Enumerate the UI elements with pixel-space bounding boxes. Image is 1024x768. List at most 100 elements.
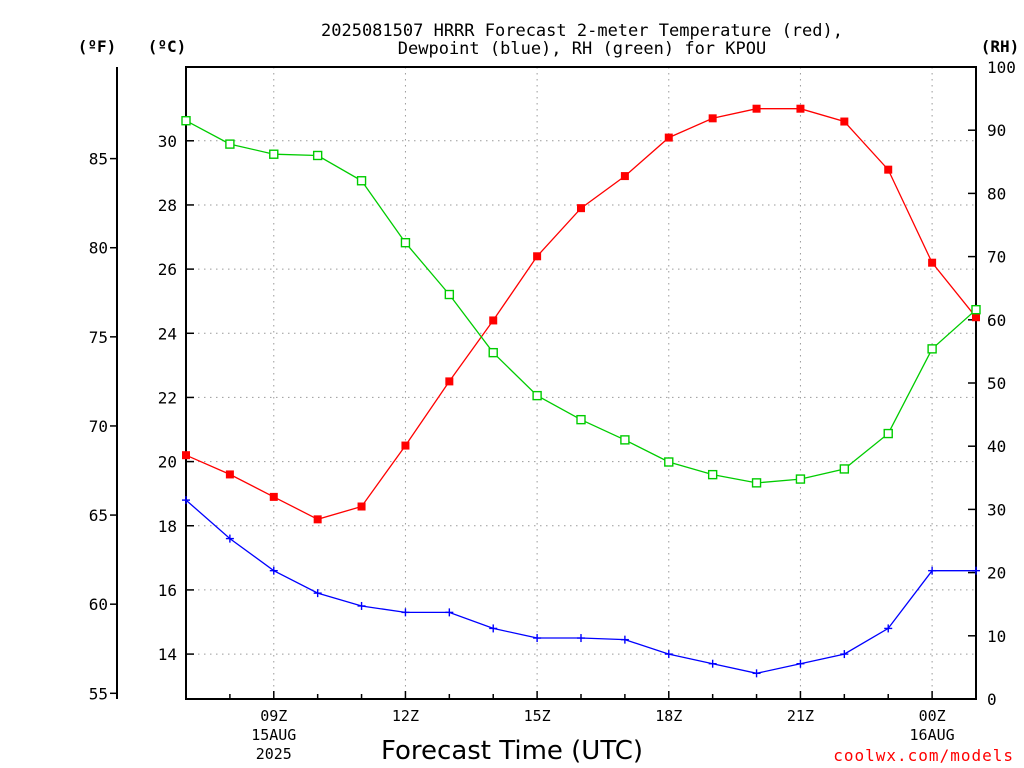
temperature-point bbox=[708, 114, 717, 123]
rh-point bbox=[225, 139, 235, 149]
plot-frame bbox=[185, 66, 977, 700]
series-layer bbox=[181, 104, 981, 678]
temperature-point bbox=[225, 470, 234, 479]
temperature-point bbox=[620, 172, 629, 181]
dewpoint-point bbox=[664, 650, 673, 659]
dewpoint-point bbox=[313, 589, 322, 598]
rh-point bbox=[795, 474, 806, 484]
rh-point bbox=[883, 428, 893, 439]
dewpoint-point bbox=[796, 659, 805, 668]
dewpoint-point bbox=[972, 566, 980, 575]
fahrenheit-axis-ticks: 55 60 65 70 75 80 85 bbox=[89, 150, 117, 703]
fahrenheit-tick-label: 75 bbox=[89, 328, 108, 347]
rh-point bbox=[971, 304, 981, 315]
rh-tick-label: 40 bbox=[987, 437, 1006, 456]
celsius-tick-label: 24 bbox=[158, 324, 177, 343]
temperature-point bbox=[357, 502, 366, 511]
rh-point bbox=[664, 457, 674, 467]
dewpoint-series bbox=[182, 496, 980, 678]
celsius-tick-label: 20 bbox=[158, 453, 177, 472]
fahrenheit-tick-label: 65 bbox=[89, 506, 108, 525]
rh-series bbox=[181, 116, 981, 488]
dewpoint-point bbox=[182, 496, 190, 505]
time-tick-label: 09Z bbox=[260, 707, 287, 725]
rh-tick-label: 10 bbox=[987, 627, 1006, 646]
rh-line bbox=[185, 120, 977, 484]
temperature-point bbox=[533, 252, 542, 261]
temperature-point bbox=[928, 258, 937, 267]
grid-lines bbox=[186, 67, 976, 699]
dewpoint-point bbox=[401, 608, 410, 617]
temperature-point bbox=[313, 515, 322, 524]
dewpoint-point bbox=[928, 566, 937, 575]
celsius-unit-label: (ºC) bbox=[148, 37, 187, 56]
rh-point bbox=[444, 289, 455, 300]
celsius-tick-label: 28 bbox=[158, 196, 177, 215]
rh-tick-label: 60 bbox=[987, 311, 1006, 330]
rh-point bbox=[269, 149, 279, 159]
temperature-point bbox=[577, 204, 585, 213]
dewpoint-point bbox=[752, 669, 761, 678]
dewpoint-point bbox=[620, 635, 629, 644]
temperature-point bbox=[796, 104, 805, 113]
celsius-tick-label: 26 bbox=[158, 260, 177, 279]
temperature-point bbox=[840, 117, 849, 126]
source-credit: coolwx.com/models bbox=[833, 746, 1014, 765]
celsius-tick-label: 30 bbox=[158, 132, 177, 151]
time-tick-label: 15Z bbox=[524, 707, 551, 725]
celsius-axis-ticks: 14 16 18 20 22 24 26 28 30 bbox=[158, 132, 194, 664]
temperature-series bbox=[182, 104, 980, 524]
fahrenheit-tick-label: 60 bbox=[89, 595, 108, 614]
rh-point bbox=[839, 464, 850, 474]
temperature-point bbox=[445, 377, 454, 386]
dewpoint-point bbox=[840, 650, 849, 659]
rh-point bbox=[181, 116, 191, 126]
celsius-tick-label: 18 bbox=[158, 517, 177, 536]
rh-tick-label: 80 bbox=[987, 184, 1006, 203]
temperature-point bbox=[269, 492, 278, 501]
rh-tick-label: 100 bbox=[987, 58, 1016, 77]
dewpoint-point bbox=[269, 566, 278, 575]
celsius-tick-label: 16 bbox=[158, 581, 177, 600]
celsius-tick-label: 22 bbox=[158, 388, 177, 407]
fahrenheit-tick-label: 70 bbox=[89, 417, 108, 436]
chart-title-line-2: Dewpoint (blue), RH (green) for KPOU bbox=[398, 39, 766, 59]
rh-point bbox=[356, 176, 367, 186]
temperature-point bbox=[401, 441, 410, 450]
rh-tick-label: 0 bbox=[987, 690, 997, 709]
rh-tick-label: 20 bbox=[987, 564, 1006, 583]
rh-point bbox=[488, 347, 498, 358]
time-tick-label: 12Z bbox=[392, 707, 419, 725]
dewpoint-point bbox=[708, 659, 717, 668]
rh-tick-label: 30 bbox=[987, 500, 1006, 519]
dewpoint-point bbox=[884, 624, 893, 633]
dewpoint-point bbox=[489, 624, 498, 633]
fahrenheit-unit-label: (ºF) bbox=[78, 37, 117, 56]
celsius-tick-label: 14 bbox=[158, 645, 177, 664]
rh-tick-label: 70 bbox=[987, 248, 1006, 267]
temperature-point bbox=[489, 316, 498, 325]
rh-axis-ticks: 0 10 20 30 40 50 60 70 80 90 100 bbox=[968, 58, 1016, 709]
time-tick-label: 21Z bbox=[787, 707, 814, 725]
rh-point bbox=[312, 150, 323, 161]
rh-point bbox=[927, 344, 937, 354]
temperature-point bbox=[752, 104, 761, 113]
dewpoint-point bbox=[533, 634, 542, 643]
rh-tick-label: 90 bbox=[987, 121, 1006, 140]
fahrenheit-tick-label: 85 bbox=[89, 150, 108, 169]
x-axis-title: Forecast Time (UTC) bbox=[381, 736, 643, 766]
time-tick-label: 00Z bbox=[919, 707, 946, 725]
rh-point bbox=[620, 435, 630, 445]
dewpoint-line bbox=[185, 499, 976, 674]
dewpoint-point bbox=[357, 601, 366, 610]
fahrenheit-tick-label: 55 bbox=[89, 684, 108, 703]
chart-title-line-1: 2025081507 HRRR Forecast 2-meter Tempera… bbox=[321, 21, 843, 41]
rh-point bbox=[576, 414, 586, 425]
rh-point bbox=[532, 390, 542, 401]
temperature-point bbox=[182, 451, 190, 460]
rh-point bbox=[751, 478, 762, 488]
temperature-point bbox=[664, 133, 673, 142]
rh-point bbox=[707, 469, 718, 480]
